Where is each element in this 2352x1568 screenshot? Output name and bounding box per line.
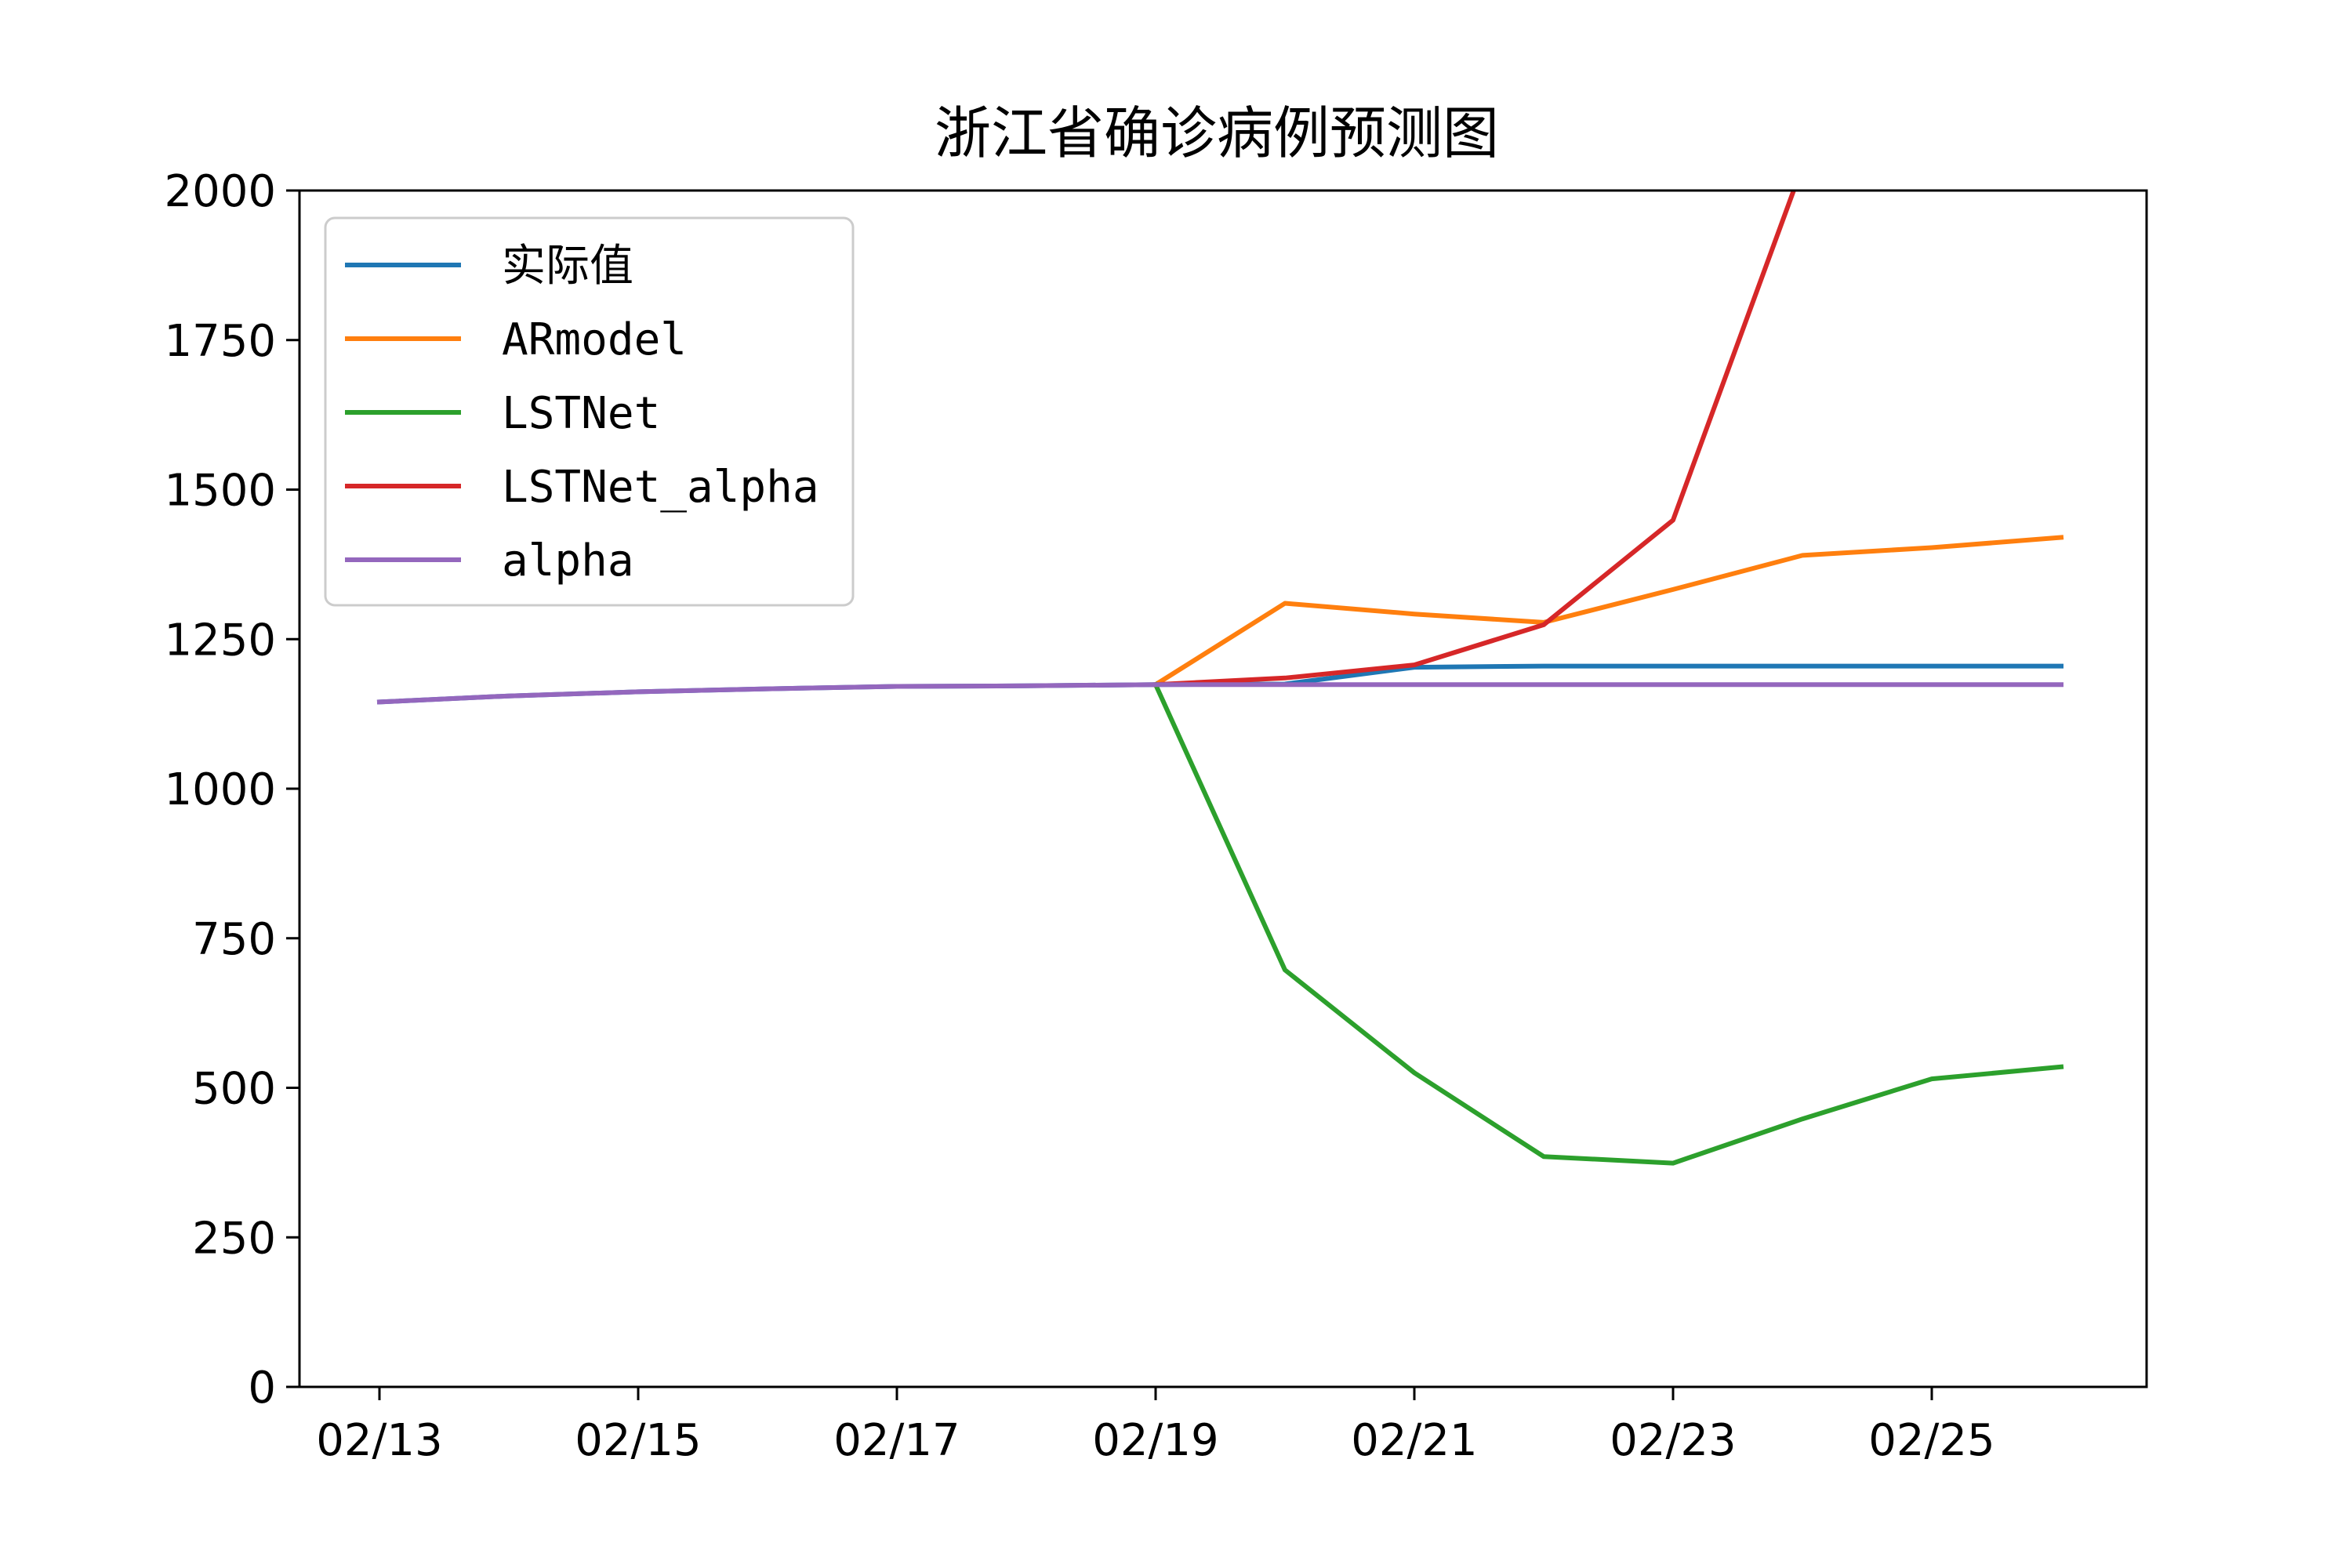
x-axis: 02/13 02/15 02/17 02/19 02/21 02/23 02/25 — [316, 1387, 1995, 1466]
y-tick-label: 1500 — [164, 466, 276, 517]
y-tick-label: 1250 — [164, 615, 276, 666]
x-tick-label: 02/15 — [575, 1415, 701, 1466]
y-tick-label: 2000 — [164, 166, 276, 217]
legend-label: 实际值 — [502, 241, 633, 292]
y-tick-label: 250 — [192, 1213, 276, 1264]
legend-label: alpha — [502, 535, 634, 586]
chart-title: 浙江省确诊病例预测图 — [935, 100, 1499, 166]
y-tick-label: 1000 — [164, 764, 276, 815]
series-layer — [376, 191, 2064, 1166]
series-line-LSTNet_alpha — [1152, 191, 1797, 688]
y-tick-label: 750 — [192, 914, 276, 965]
x-tick-label: 02/19 — [1092, 1415, 1218, 1466]
series-line-ARmodel — [1152, 535, 2064, 688]
legend-box — [324, 216, 855, 607]
x-tick-label: 02/21 — [1351, 1415, 1477, 1466]
x-tick-label: 02/17 — [833, 1415, 960, 1466]
y-tick-label: 0 — [248, 1363, 276, 1414]
y-tick-label: 1750 — [164, 316, 276, 367]
series-line-LSTNet — [1152, 681, 2064, 1166]
legend-label: LSTNet — [502, 388, 660, 439]
legend-label: ARmodel — [502, 314, 687, 365]
x-tick-label: 02/13 — [316, 1415, 442, 1466]
series-line-alpha — [376, 682, 2063, 705]
x-tick-label: 02/25 — [1868, 1415, 1994, 1466]
legend-label: LSTNet_alpha — [502, 462, 819, 513]
y-axis: 0 250 500 750 1000 1250 1500 1750 2000 — [164, 166, 299, 1414]
y-tick-label: 500 — [192, 1064, 276, 1115]
x-tick-label: 02/23 — [1610, 1415, 1736, 1466]
